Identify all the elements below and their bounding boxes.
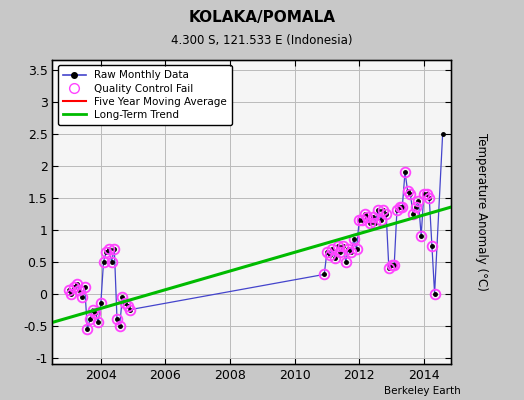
Text: Berkeley Earth: Berkeley Earth [385, 386, 461, 396]
Text: 4.300 S, 121.533 E (Indonesia): 4.300 S, 121.533 E (Indonesia) [171, 34, 353, 47]
Text: KOLAKA/POMALA: KOLAKA/POMALA [189, 10, 335, 25]
Y-axis label: Temperature Anomaly (°C): Temperature Anomaly (°C) [475, 133, 488, 291]
Legend: Raw Monthly Data, Quality Control Fail, Five Year Moving Average, Long-Term Tren: Raw Monthly Data, Quality Control Fail, … [58, 65, 232, 125]
